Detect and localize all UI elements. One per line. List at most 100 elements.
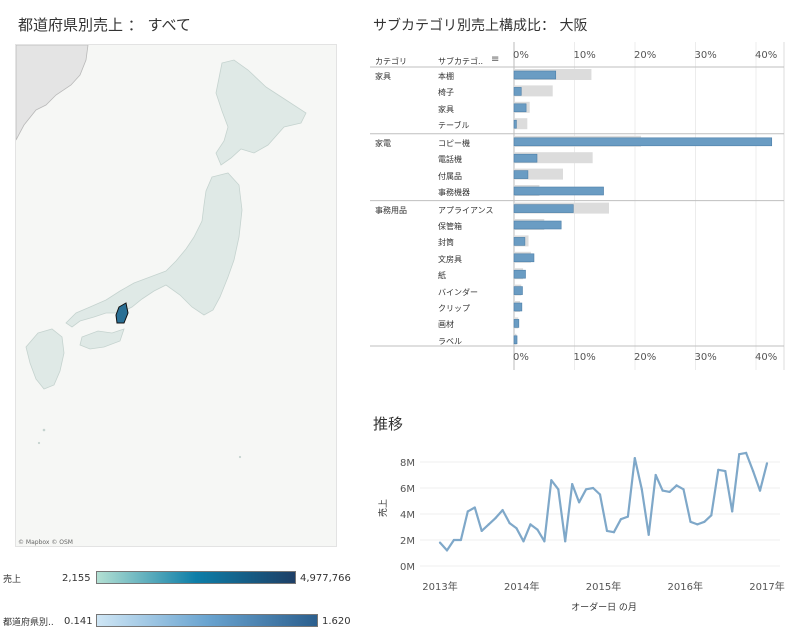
island-dot [238, 455, 242, 459]
trend-point [758, 489, 762, 492]
hokkaido-region[interactable] [215, 59, 307, 166]
trend-point [619, 518, 622, 521]
trend-point [466, 510, 469, 513]
bar-osaka [513, 204, 574, 213]
bar-osaka [513, 137, 773, 147]
x-tick: 2013年 [422, 580, 457, 593]
trend-point [751, 470, 755, 473]
y-tick: 8M [400, 458, 415, 469]
trend-line-chart: 0M 2M 4M 6M 8M 2013年 2014年 2015年 2016年 2017年 売上オーダ… [377, 451, 785, 613]
trend-point [745, 451, 748, 454]
trend-point [578, 501, 581, 504]
subcategory-label: 画材 [438, 320, 454, 330]
bar-osaka [513, 153, 538, 163]
x-tick-top: 30% [694, 50, 717, 61]
legend-ratio-gradient [96, 614, 318, 627]
trend-point [633, 457, 636, 460]
bar-all [514, 118, 528, 130]
sort-icon[interactable]: ≡ [491, 54, 500, 65]
trend-point [765, 462, 769, 465]
trend-point [522, 540, 525, 543]
trend-point [591, 486, 595, 490]
trend-point [647, 533, 650, 536]
bar-all [514, 85, 553, 97]
legend-sales-gradient [96, 571, 296, 584]
map-title: 都道府県別売上 ： すべて [18, 16, 191, 34]
x-axis-label: オーダー日 の月 [571, 601, 637, 613]
trend-point [438, 541, 442, 544]
trend-point [480, 529, 483, 532]
x-tick-bottom: 10% [573, 352, 596, 363]
subcategory-label: クリップ [438, 304, 470, 313]
legend-sales-max: 4,977,766 [300, 573, 351, 584]
trend-point [696, 523, 699, 526]
y-tick: 0M [400, 562, 415, 573]
x-tick-bottom: 20% [634, 352, 657, 363]
bar-osaka [513, 302, 523, 312]
bar-all [514, 168, 564, 180]
trend-point [731, 510, 734, 513]
trend-point [557, 488, 560, 491]
island-dot [42, 428, 46, 432]
trend-point [515, 527, 518, 530]
trend-point [626, 515, 629, 518]
trend-point [508, 522, 511, 525]
legend-ratio-label: 都道府県別.. [3, 618, 54, 628]
x-tick: 2016年 [668, 580, 703, 593]
trend-point [536, 528, 539, 531]
header-subcategory[interactable]: サブカテゴ.. [438, 57, 484, 66]
subcategory-label: 文房具 [438, 254, 462, 264]
trend-point [585, 488, 588, 491]
trend-point [452, 538, 456, 542]
trend-point [661, 489, 664, 492]
trend-point [640, 488, 643, 491]
bar-all [514, 152, 593, 164]
x-tick: 2014年 [504, 580, 539, 593]
trend-point [598, 493, 602, 496]
subcategory-label: 付属品 [438, 171, 462, 181]
subcategory-label: 電話機 [438, 155, 462, 165]
island-dot [37, 441, 41, 445]
trend-point [459, 538, 462, 542]
x-tick: 2015年 [586, 580, 621, 593]
shikoku-region[interactable] [79, 328, 125, 350]
trend-point [717, 468, 720, 471]
bar-osaka [513, 269, 526, 279]
subcategory-label: 本棚 [438, 72, 454, 81]
x-tick-top: 0% [513, 50, 529, 61]
bar-osaka [513, 319, 520, 328]
category-label: 事務用品 [375, 205, 407, 215]
trend-point [668, 490, 671, 493]
bar-osaka [513, 186, 604, 196]
subcategory-label: 家具 [438, 104, 454, 114]
subcategory-label: 紙 [438, 271, 446, 281]
trend-point [689, 520, 692, 523]
osaka-prefecture[interactable] [115, 302, 129, 324]
trend-title: 推移 [373, 415, 404, 433]
y-tick: 4M [400, 510, 415, 521]
kyushu-region[interactable] [25, 328, 65, 390]
subcategory-label: 椅子 [438, 88, 454, 98]
trend-point [550, 479, 553, 482]
map-view[interactable] [15, 44, 337, 547]
trend-point [682, 488, 685, 491]
header-category: カテゴリ [375, 57, 407, 66]
subcategory-label: 保管箱 [438, 222, 462, 231]
subcategory-label: 封筒 [438, 238, 454, 248]
category-label: 家具 [375, 72, 391, 81]
japan-map[interactable] [16, 45, 337, 547]
bar-osaka [513, 237, 526, 246]
subcategory-label: テーブル [438, 121, 470, 131]
x-tick-top: 40% [755, 50, 778, 61]
trend-point [703, 520, 706, 523]
x-tick-bottom: 30% [694, 352, 717, 363]
bar-osaka [513, 87, 522, 96]
honshu-region[interactable] [65, 172, 243, 328]
bar-osaka [513, 170, 529, 179]
x-tick-top: 20% [634, 50, 657, 61]
trend-point [543, 540, 546, 543]
x-tick-bottom: 0% [513, 352, 529, 363]
bar-osaka [513, 70, 557, 80]
y-tick: 6M [400, 484, 415, 495]
trend-point [605, 529, 609, 532]
